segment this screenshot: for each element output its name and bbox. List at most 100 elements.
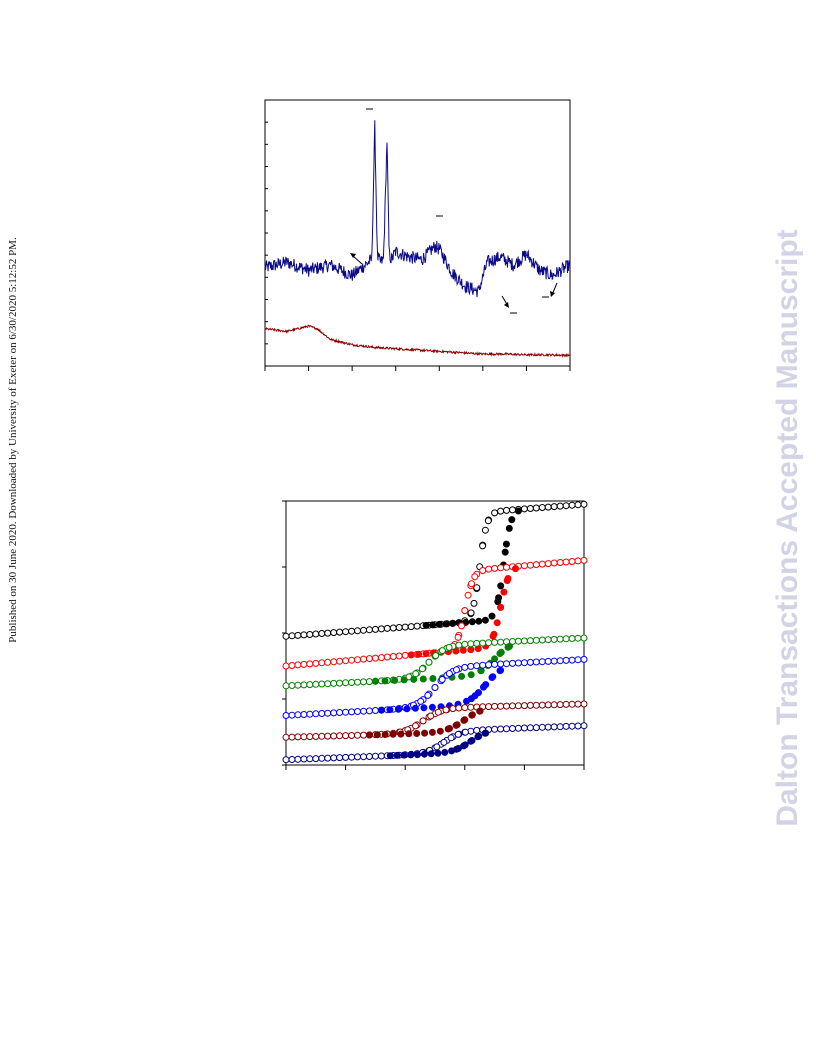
chart2-point-open [306,681,314,689]
chart2-point-filled [420,750,428,758]
chart2-point-filled [428,703,436,711]
chart2-point-filled [393,751,401,759]
chart2-point-open [458,622,465,630]
chart2-point-open [491,509,499,517]
chart2-point-open [574,722,582,730]
chart2-point-filled [453,745,460,753]
chart2-point-open [491,660,499,668]
chart2-point-open [288,632,296,640]
chart2-point-open [312,733,320,740]
chart2-point-filled [476,707,484,715]
chart2-point-filled [381,677,389,685]
chart2-point-filled [474,733,482,741]
chart2-point-open [354,656,361,664]
chart2-point-open [360,626,367,634]
chart2-point-open [532,636,540,644]
chart2-point-open [348,679,356,686]
chart2-point-open [473,662,481,670]
chart2-point-open [485,639,493,647]
chart2-point-open [461,704,469,712]
chart2-point-filled [497,648,505,656]
chart2-point-open [473,639,481,647]
chart2-point-open [538,658,546,666]
chart2-point-open [417,697,425,705]
chart2-point-open [503,506,510,514]
chart2-point-filled [410,675,418,683]
chart2-point-open [294,711,302,719]
chart2-point-open [288,756,296,763]
chart2-point-filled [475,689,482,697]
chart2-point-open [312,659,320,667]
chart2-point-filled [489,673,497,681]
chart2-point-filled [377,706,385,714]
chart2-point-filled [481,616,489,624]
chart2-point-filled [460,742,468,750]
chart2-point-filled [429,675,437,682]
chart2-point-open [330,709,338,717]
chart2-point-open [360,707,367,715]
chart2-point-open [455,641,463,649]
chart2-point-open [574,557,582,565]
chart2-point-open [550,723,558,731]
chart2-point-open [497,564,505,572]
chart2-point-open [282,756,290,764]
chart2-point-open [481,526,489,534]
chart2-point-open [318,630,326,637]
chart2-point-open [509,725,516,732]
chart2-point-open [288,662,296,669]
chart2-point-filled [434,749,442,757]
chart2-point-filled [411,704,419,712]
chart2-point-open [520,562,528,570]
chart2-point-open [538,701,546,709]
chart2-point-open [442,706,450,714]
chart2-point-filled [381,731,389,738]
chart2-point-open [520,724,528,732]
chart2-point-open [526,701,534,709]
chart2-point-open [312,710,320,718]
chart2-point-filled [467,737,475,745]
chart2-point-open [318,710,326,717]
chart2-point-open [526,505,534,512]
chart2-point-open [377,654,385,662]
chart2-point-open [550,701,558,709]
chart2-point-open [562,722,570,730]
chart2-point-open [348,732,356,739]
chart2-point-filled [467,671,475,679]
chart2-point-open [532,701,540,709]
chart2-point-open [342,753,350,761]
chart2-point-open [447,734,455,742]
chart2-point-filled [391,676,399,684]
chart2-point-filled [394,705,402,713]
chart2-point-open [491,638,499,646]
chart2-point-open [520,659,528,667]
chart2-point-open [568,558,576,565]
chart2-point-filled [421,729,429,737]
chart2-point-open [574,656,582,664]
chart2-point-open [538,636,546,644]
chart2-point-open [318,732,326,740]
chart2-point-open [574,501,582,509]
chart2-point-open [354,708,361,715]
chart2-point-filled [400,676,408,684]
chart2-point-open [485,661,493,669]
chart2-point-open [412,722,419,730]
chart2-point-filled [501,548,509,556]
chart2-point-open [336,732,344,740]
chart2-point-open [294,631,302,639]
chart2-point-filled [446,725,453,732]
chart2-point-open [300,733,308,741]
chart2-point-open [461,728,469,736]
chart2-point-filled [441,748,449,756]
chart2-point-open [432,652,440,660]
chart2-point-open [365,707,373,715]
chart2-point-filled [458,672,466,680]
chart2-point-open [413,622,421,630]
chart2-point-open [342,732,350,740]
chart2-point-open [532,658,540,666]
chart2-point-open [467,640,475,648]
chart2-point-filled [481,729,489,737]
chart2-point-open [300,660,308,668]
chart2-point-open [440,738,448,746]
chart2-point-open [497,507,505,515]
chart2-point-open [300,755,308,763]
